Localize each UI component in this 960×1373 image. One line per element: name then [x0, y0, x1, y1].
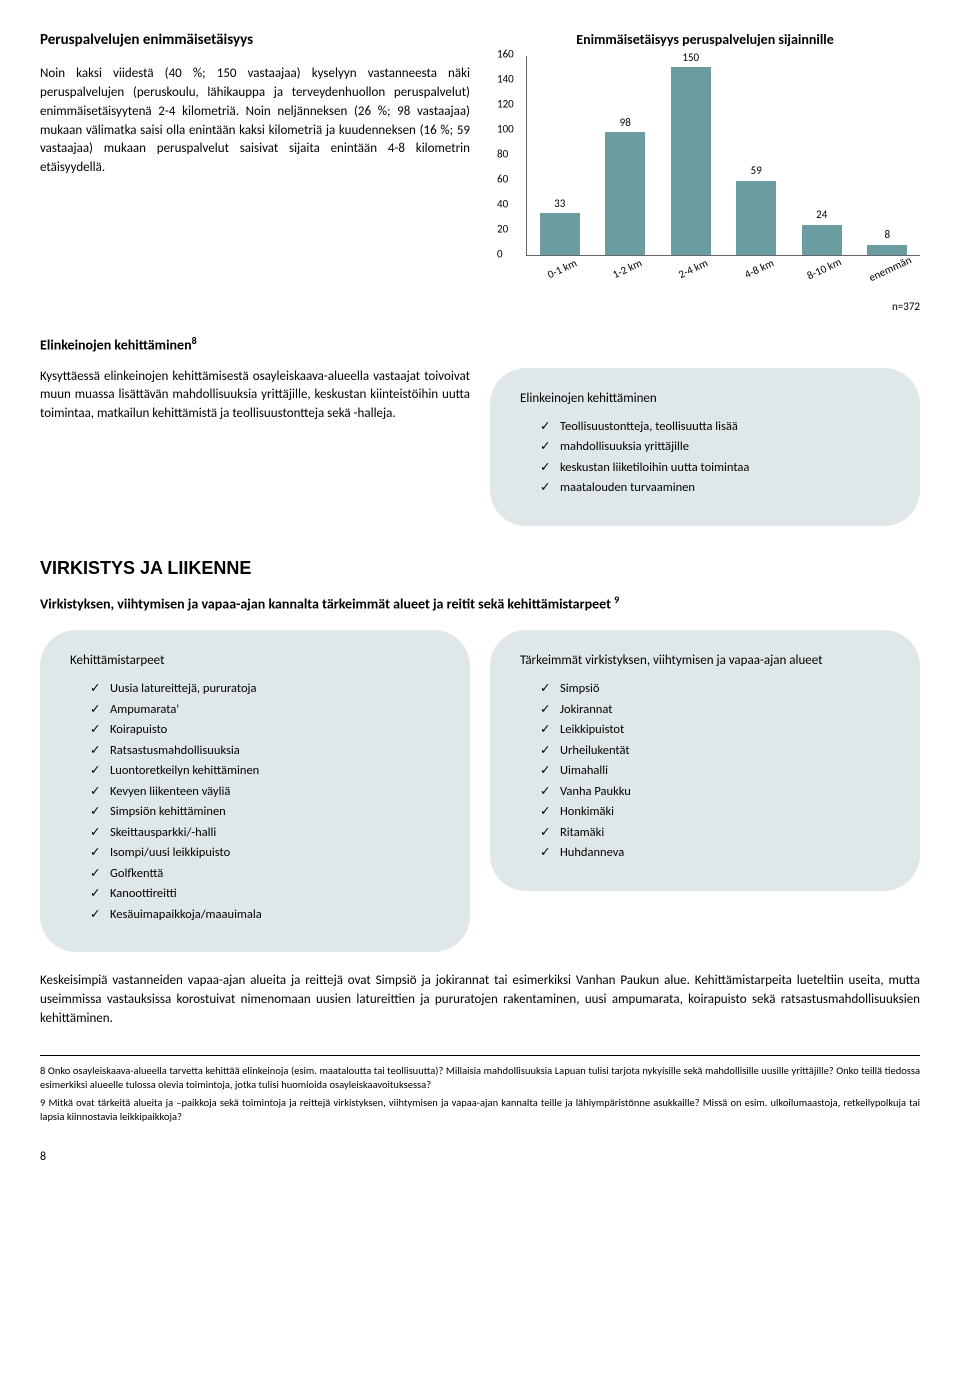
- chart-y-tick: 40: [497, 197, 508, 212]
- chart-y-tick: 60: [497, 172, 508, 187]
- pill2-title: Kehittämistarpeet: [70, 652, 440, 670]
- chart-bar-col: 8: [863, 227, 911, 254]
- chart-title: Enimmäisetäisyys peruspalvelujen sijainn…: [490, 30, 920, 50]
- pill1: Elinkeinojen kehittäminen Teollisuustont…: [490, 368, 920, 526]
- pill2-container: Kehittämistarpeet Uusia latureittejä, pu…: [40, 630, 470, 952]
- chart-bar-col: 59: [732, 163, 780, 254]
- list-item: Golfkenttä: [90, 865, 440, 883]
- chart-bar: [605, 132, 645, 255]
- footnote-9: 9 Mitkä ovat tärkeitä alueita ja –paikko…: [40, 1096, 920, 1124]
- chart-bar: [736, 181, 776, 255]
- chart-bar-col: 33: [536, 196, 584, 255]
- chart-x-label: 4-8 km: [734, 251, 784, 285]
- list-item: Ratsastusmahdollisuuksia: [90, 742, 440, 760]
- section2-title-text: Elinkeinojen kehittäminen: [40, 337, 192, 354]
- section3-row: Kehittämistarpeet Uusia latureittejä, pu…: [40, 630, 920, 952]
- chart-bar: [802, 225, 842, 255]
- chart-x-labels: 0-1 km1-2 km2-4 km4-8 km8-10 kmenemmän: [526, 262, 920, 277]
- section2-body: Kysyttäessä elinkeinojen kehittämisestä …: [40, 368, 470, 425]
- list-item: Luontoretkeilyn kehittäminen: [90, 762, 440, 780]
- list-item: Ampumarata': [90, 701, 440, 719]
- section1-body: Noin kaksi viidestä (40 %; 150 vastaajaa…: [40, 65, 470, 178]
- chart-bar-value: 33: [554, 196, 565, 211]
- chart-bar-value: 24: [816, 207, 827, 222]
- chart-bars: 339815059248: [527, 56, 920, 255]
- section1-row: Peruspalvelujen enimmäisetäisyys Noin ka…: [40, 30, 920, 314]
- section2-sup: 8: [192, 334, 197, 347]
- list-item: Leikkipuistot: [540, 721, 890, 739]
- chart-bar-col: 98: [601, 115, 649, 255]
- pill3-title: Tärkeimmät virkistyksen, viihtymisen ja …: [520, 652, 890, 670]
- list-item: Simpsiö: [540, 680, 890, 698]
- list-item: Uusia latureittejä, pururatoja: [90, 680, 440, 698]
- chart-wrap: 339815059248 020406080100120140160 0-1 k…: [490, 56, 920, 315]
- pill3: Tärkeimmät virkistyksen, viihtymisen ja …: [490, 630, 920, 891]
- footnote-8: 8 Onko osayleiskaava-alueella tarvetta k…: [40, 1064, 920, 1092]
- list-item: Kesäuimapaikkoja/maauimala: [90, 906, 440, 924]
- chart-x-label: 1-2 km: [603, 251, 653, 285]
- list-item: maatalouden turvaaminen: [540, 479, 890, 497]
- chart-y-tick: 20: [497, 222, 508, 237]
- section3-sub-text: Virkistyksen, viihtymisen ja vapaa-ajan …: [40, 596, 611, 613]
- section3-heading: VIRKISTYS JA LIIKENNE: [40, 556, 920, 581]
- list-item: Kanoottireitti: [90, 885, 440, 903]
- chart-bar-value: 98: [620, 115, 631, 130]
- chart-x-label: 2-4 km: [668, 251, 718, 285]
- list-item: Ritamäki: [540, 824, 890, 842]
- chart-x-label: enemmän: [865, 251, 915, 285]
- section2-text: Kysyttäessä elinkeinojen kehittämisestä …: [40, 368, 470, 526]
- pill1-title: Elinkeinojen kehittäminen: [520, 390, 890, 408]
- list-item: Koirapuisto: [90, 721, 440, 739]
- chart-n-label: n=372: [526, 299, 920, 314]
- chart-bar-col: 150: [667, 50, 715, 255]
- list-item: keskustan liiketiloihin uutta toimintaa: [540, 459, 890, 477]
- list-item: Huhdanneva: [540, 844, 890, 862]
- section1-text: Peruspalvelujen enimmäisetäisyys Noin ka…: [40, 30, 470, 314]
- list-item: Isompi/uusi leikkipuisto: [90, 844, 440, 862]
- section3-sub: Virkistyksen, viihtymisen ja vapaa-ajan …: [40, 593, 920, 614]
- chart-y-tick: 0: [497, 247, 503, 262]
- pill1-list: Teollisuustontteja, teollisuutta lisää ma…: [520, 418, 890, 497]
- chart-bar-value: 150: [682, 50, 699, 65]
- section2-row: Kysyttäessä elinkeinojen kehittämisestä …: [40, 368, 920, 526]
- list-item: mahdollisuuksia yrittäjille: [540, 438, 890, 456]
- chart-x-label: 0-1 km: [537, 251, 587, 285]
- page-number: 8: [40, 1149, 920, 1166]
- chart-y-tick: 80: [497, 147, 508, 162]
- list-item: Urheilukentät: [540, 742, 890, 760]
- pill2: Kehittämistarpeet Uusia latureittejä, pu…: [40, 630, 470, 952]
- chart-bar: [867, 245, 907, 255]
- list-item: Skeittausparkki/-halli: [90, 824, 440, 842]
- section1-title: Peruspalvelujen enimmäisetäisyys: [40, 30, 470, 51]
- footnotes: 8 Onko osayleiskaava-alueella tarvetta k…: [40, 1055, 920, 1125]
- section3-sup: 9: [614, 593, 619, 606]
- para2: Keskeisimpiä vastanneiden vapaa-ajan alu…: [40, 972, 920, 1029]
- section2-title: Elinkeinojen kehittäminen8: [40, 334, 920, 355]
- chart-container: Enimmäisetäisyys peruspalvelujen sijainn…: [490, 30, 920, 314]
- chart-bar-value: 8: [884, 227, 890, 242]
- chart-bar-col: 24: [798, 207, 846, 254]
- pill3-container: Tärkeimmät virkistyksen, viihtymisen ja …: [490, 630, 920, 952]
- chart-x-label: 8-10 km: [800, 251, 850, 285]
- list-item: Teollisuustontteja, teollisuutta lisää: [540, 418, 890, 436]
- chart-y-tick: 100: [497, 122, 514, 137]
- pill1-container: Elinkeinojen kehittäminen Teollisuustont…: [490, 368, 920, 526]
- chart-bar: [671, 67, 711, 255]
- list-item: Kevyen liikenteen väyliä: [90, 783, 440, 801]
- pill2-list: Uusia latureittejä, pururatoja Ampumarata…: [70, 680, 440, 923]
- chart-y-tick: 160: [497, 47, 514, 62]
- list-item: Jokirannat: [540, 701, 890, 719]
- chart-plot: 339815059248 020406080100120140160: [526, 56, 920, 256]
- pill3-list: Simpsiö Jokirannat Leikkipuistot Urheiluken…: [520, 680, 890, 862]
- list-item: Vanha Paukku: [540, 783, 890, 801]
- chart-y-tick: 120: [497, 97, 514, 112]
- list-item: Uimahalli: [540, 762, 890, 780]
- chart-bar-value: 59: [751, 163, 762, 178]
- chart-y-tick: 140: [497, 72, 514, 87]
- chart-bar: [540, 213, 580, 254]
- list-item: Simpsiön kehittäminen: [90, 803, 440, 821]
- list-item: Honkimäki: [540, 803, 890, 821]
